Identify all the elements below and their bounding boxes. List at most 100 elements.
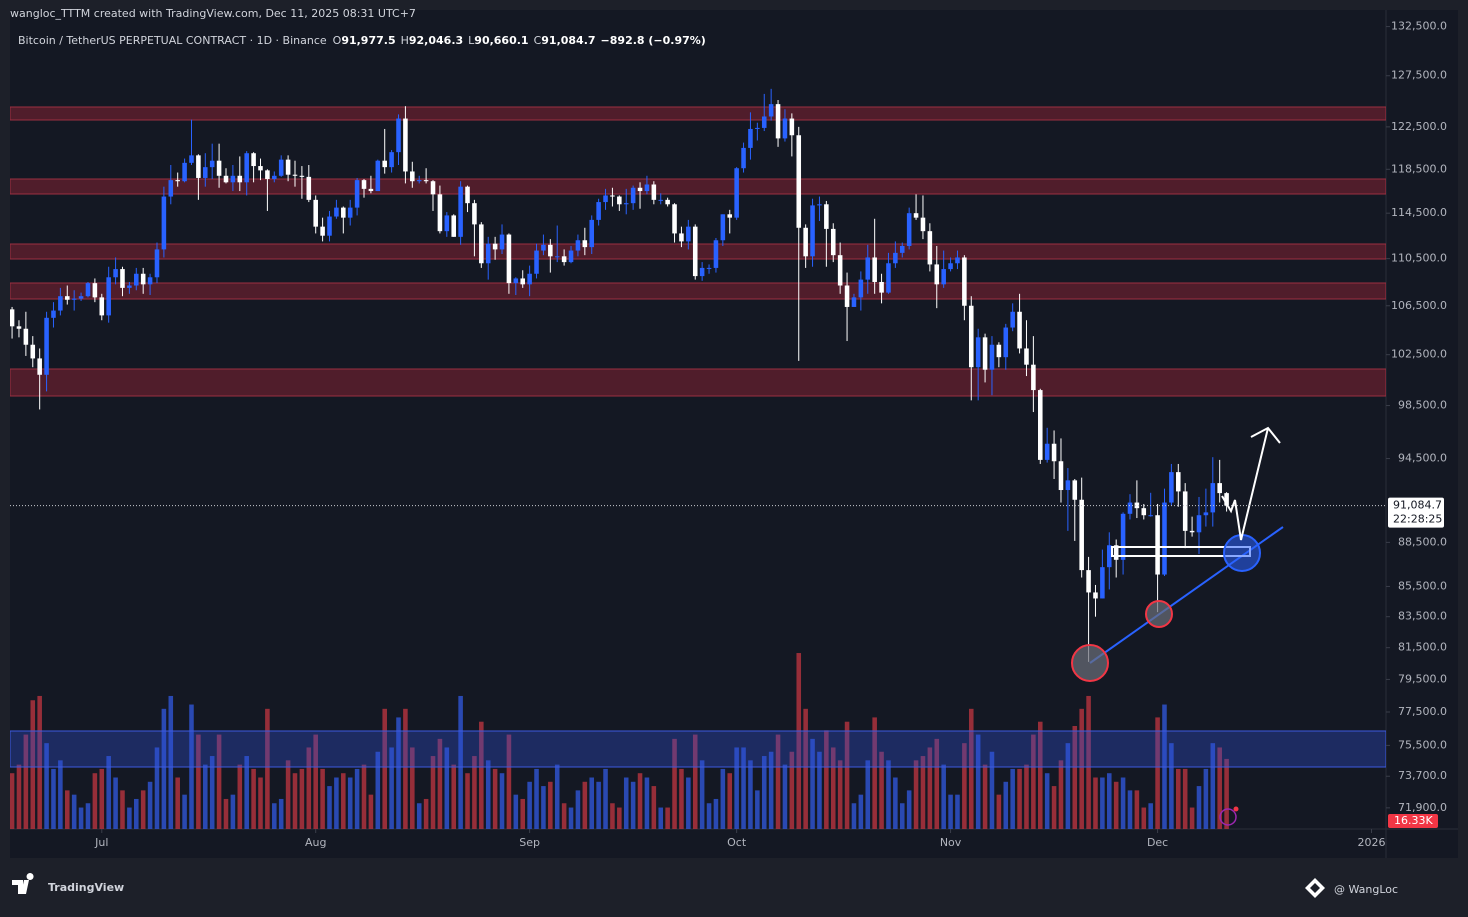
candle-body — [520, 278, 525, 285]
volume-bar — [520, 798, 525, 829]
volume-bar — [561, 803, 567, 829]
volume-bar — [209, 756, 215, 829]
volume-bar — [844, 721, 850, 829]
candle-body — [1134, 502, 1140, 509]
candle-body — [810, 205, 815, 257]
x-tick-label: Jul — [94, 836, 108, 849]
candle-body — [975, 337, 981, 368]
volume-bar — [1210, 743, 1216, 829]
candle-body — [265, 170, 270, 180]
candle-body — [382, 160, 387, 168]
ohlc-value: 91,084.7 — [541, 34, 595, 47]
volume-bar — [886, 760, 891, 829]
volume-bar — [71, 794, 77, 829]
candle-body — [216, 160, 222, 176]
y-tick-label: 106,500.0 — [1391, 299, 1447, 312]
x-tick-label: Sep — [519, 836, 540, 849]
volume-bar — [989, 751, 995, 829]
candle-body — [361, 180, 367, 189]
volume-bar — [175, 777, 180, 829]
volume-bar — [948, 794, 953, 829]
candle-body — [955, 257, 960, 264]
candle-body — [886, 263, 891, 293]
volume-bar — [623, 777, 629, 829]
volume-bar — [727, 773, 733, 829]
candle-body — [223, 175, 229, 183]
symbol: Bitcoin / TetherUS PERPETUAL CONTRACT · … — [18, 34, 327, 47]
candle-body — [127, 285, 132, 288]
candle-body — [768, 104, 774, 117]
ohlc-value: 92,046.3 — [409, 34, 463, 47]
drawings — [1071, 426, 1284, 682]
candle-body — [644, 184, 650, 192]
candle-body — [320, 226, 325, 236]
volume-bar — [630, 781, 636, 829]
candle-body — [741, 147, 746, 169]
volume-zone — [10, 730, 1386, 768]
volume-bar — [451, 764, 456, 829]
volume-bar — [1010, 768, 1015, 829]
candle-body — [278, 159, 284, 176]
candle-body — [1176, 472, 1181, 492]
candle-body — [306, 176, 312, 200]
volume-icon — [1219, 806, 1239, 826]
candle-body — [120, 269, 125, 288]
candle-body — [858, 279, 864, 298]
zones — [10, 106, 1386, 397]
volume-bar — [265, 708, 270, 829]
ohlc-value: 91,977.5 — [341, 34, 395, 47]
candle-body — [272, 175, 277, 180]
candle-body — [775, 104, 781, 139]
volume-bar — [127, 807, 132, 829]
candle-body — [506, 234, 512, 284]
candle-body — [830, 228, 836, 256]
candle-body — [1155, 515, 1160, 575]
icon-dot — [1233, 806, 1239, 812]
plot — [10, 88, 1386, 829]
candle-body — [299, 175, 305, 177]
candle-body — [58, 296, 63, 311]
volume-bar — [1134, 790, 1140, 829]
candle-body — [10, 309, 15, 327]
volume-bar — [492, 768, 498, 829]
volume-bar — [906, 790, 912, 829]
volume-bar — [403, 708, 408, 829]
ohlc-key: C — [534, 34, 542, 47]
candle-body — [686, 226, 691, 242]
volume-bar — [1024, 764, 1029, 829]
volume-bar — [430, 756, 436, 829]
volume-bar — [692, 734, 698, 829]
volume-bar — [796, 653, 802, 829]
candle-body — [927, 231, 933, 265]
volume-bar — [768, 751, 774, 829]
volume-bar — [258, 777, 263, 829]
author-icon — [1305, 878, 1325, 898]
candle-body — [789, 118, 795, 136]
volume-bar — [837, 760, 843, 829]
candle-body — [1217, 483, 1222, 494]
volume-bar — [479, 721, 484, 829]
candle-body — [71, 298, 77, 300]
volume-bar — [775, 734, 781, 829]
candle-body — [1120, 513, 1126, 560]
volume-bar — [99, 768, 105, 829]
candle-body — [78, 296, 84, 299]
candle-body — [720, 214, 726, 241]
candle-body — [727, 214, 733, 218]
candle-body — [637, 187, 643, 192]
volume-bar — [679, 768, 684, 829]
candle-body — [1113, 545, 1119, 560]
volume-bar — [92, 773, 98, 829]
volume-bar — [1100, 777, 1105, 829]
volume-bar — [1148, 803, 1153, 829]
volume-bar — [955, 794, 960, 829]
volume-bar — [534, 768, 539, 829]
candle-body — [665, 199, 670, 205]
volume-bar — [1120, 777, 1126, 829]
volume-bar — [1141, 807, 1147, 829]
volume-bar — [113, 777, 118, 829]
y-tick-label: 132,500.0 — [1391, 20, 1447, 33]
candles — [10, 88, 1229, 662]
volume-bar — [720, 768, 726, 829]
volume-bar — [513, 794, 519, 829]
